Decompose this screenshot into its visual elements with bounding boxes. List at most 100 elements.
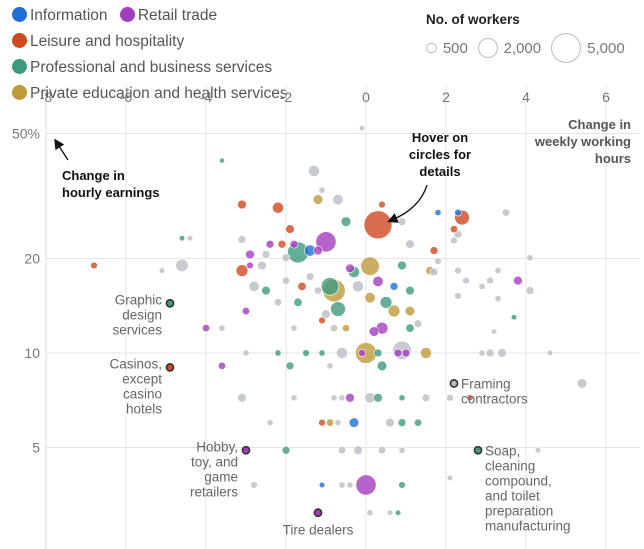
data-point[interactable] [261, 250, 271, 259]
data-point[interactable] [404, 305, 416, 317]
data-point[interactable] [494, 295, 502, 303]
data-point[interactable] [454, 266, 462, 275]
data-point[interactable] [281, 253, 291, 263]
data-point[interactable] [217, 361, 227, 370]
data-point[interactable] [360, 256, 380, 276]
legend-item-leisure-and-hospitality[interactable]: Leisure and hospitality [12, 33, 184, 50]
data-point[interactable] [446, 474, 454, 482]
data-point[interactable] [446, 394, 454, 402]
data-point[interactable] [340, 216, 352, 227]
data-point[interactable] [297, 281, 307, 291]
legend-item-retail-trade[interactable]: Retail trade [119, 7, 217, 24]
data-point[interactable] [546, 349, 554, 357]
data-point[interactable] [466, 394, 474, 402]
data-point[interactable] [281, 446, 291, 455]
data-point[interactable] [274, 349, 282, 357]
data-point[interactable] [525, 286, 535, 295]
data-point[interactable] [348, 417, 360, 428]
data-point[interactable] [413, 319, 423, 328]
data-point[interactable] [312, 194, 324, 205]
data-point[interactable] [336, 347, 348, 359]
data-point[interactable] [285, 361, 295, 371]
legend-item-private-education-and-health-services[interactable]: Private education and health services [12, 85, 288, 102]
data-point[interactable] [398, 481, 406, 489]
data-point[interactable] [326, 362, 334, 370]
data-point[interactable] [429, 267, 439, 277]
data-point[interactable] [462, 276, 470, 285]
data-point[interactable] [265, 239, 275, 249]
data-point[interactable] [413, 418, 423, 427]
data-point[interactable] [377, 446, 387, 455]
data-point[interactable] [318, 481, 326, 489]
data-point[interactable] [178, 235, 186, 242]
data-point[interactable] [510, 314, 518, 321]
data-point[interactable] [397, 418, 407, 427]
data-point[interactable] [421, 393, 431, 403]
data-point[interactable] [241, 307, 251, 316]
data-point[interactable] [494, 267, 502, 275]
data-point[interactable] [434, 209, 442, 217]
data-point[interactable] [398, 446, 406, 454]
labeled-data-point[interactable] [313, 508, 323, 518]
data-point[interactable] [281, 276, 291, 285]
data-point[interactable] [330, 301, 346, 317]
data-point[interactable] [293, 297, 303, 307]
data-point[interactable] [235, 264, 249, 277]
data-point[interactable] [454, 292, 462, 300]
data-point[interactable] [248, 280, 260, 292]
data-point[interactable] [321, 309, 331, 319]
data-point[interactable] [485, 348, 495, 358]
data-point[interactable] [486, 276, 494, 285]
data-point[interactable] [497, 348, 507, 358]
data-point[interactable] [345, 393, 355, 403]
data-point[interactable] [429, 246, 439, 255]
data-point[interactable] [490, 328, 498, 335]
data-point[interactable] [219, 157, 225, 164]
data-point[interactable] [325, 418, 335, 427]
labeled-data-point[interactable] [473, 445, 483, 455]
data-point[interactable] [393, 348, 403, 358]
data-point[interactable] [501, 208, 511, 217]
data-point[interactable] [454, 208, 462, 217]
labeled-data-point[interactable] [165, 362, 175, 372]
data-point[interactable] [346, 481, 354, 489]
data-point[interactable] [277, 239, 287, 249]
labeled-data-point[interactable] [241, 445, 251, 455]
data-point[interactable] [420, 347, 432, 359]
data-point[interactable] [368, 326, 380, 337]
data-point[interactable] [353, 445, 363, 456]
data-point[interactable] [376, 360, 388, 372]
data-point[interactable] [250, 481, 258, 489]
data-point[interactable] [318, 186, 326, 194]
data-point[interactable] [434, 257, 442, 265]
legend-item-information[interactable]: Information [12, 7, 108, 24]
data-point[interactable] [272, 201, 284, 214]
data-point[interactable] [405, 239, 415, 249]
data-point[interactable] [398, 394, 406, 402]
data-point[interactable] [386, 509, 394, 516]
data-point[interactable] [373, 348, 383, 358]
data-point[interactable] [218, 324, 226, 332]
data-point[interactable] [237, 235, 247, 244]
data-point[interactable] [289, 239, 299, 249]
data-point[interactable] [358, 125, 366, 132]
data-point[interactable] [372, 275, 384, 287]
data-point[interactable] [363, 210, 393, 240]
data-point[interactable] [449, 225, 459, 234]
data-point[interactable] [305, 272, 315, 281]
data-point[interactable] [364, 292, 376, 304]
data-point[interactable] [345, 263, 355, 274]
data-point[interactable] [318, 418, 326, 427]
data-point[interactable] [338, 481, 346, 489]
data-point[interactable] [90, 261, 98, 270]
data-point[interactable] [334, 419, 342, 427]
labeled-data-point[interactable] [165, 298, 175, 308]
data-point[interactable] [175, 258, 189, 273]
data-point[interactable] [313, 286, 323, 295]
data-point[interactable] [357, 348, 367, 358]
data-point[interactable] [318, 349, 326, 357]
data-point[interactable] [257, 260, 267, 271]
data-point[interactable] [379, 296, 393, 309]
data-point[interactable] [385, 417, 395, 428]
data-point[interactable] [394, 509, 402, 516]
